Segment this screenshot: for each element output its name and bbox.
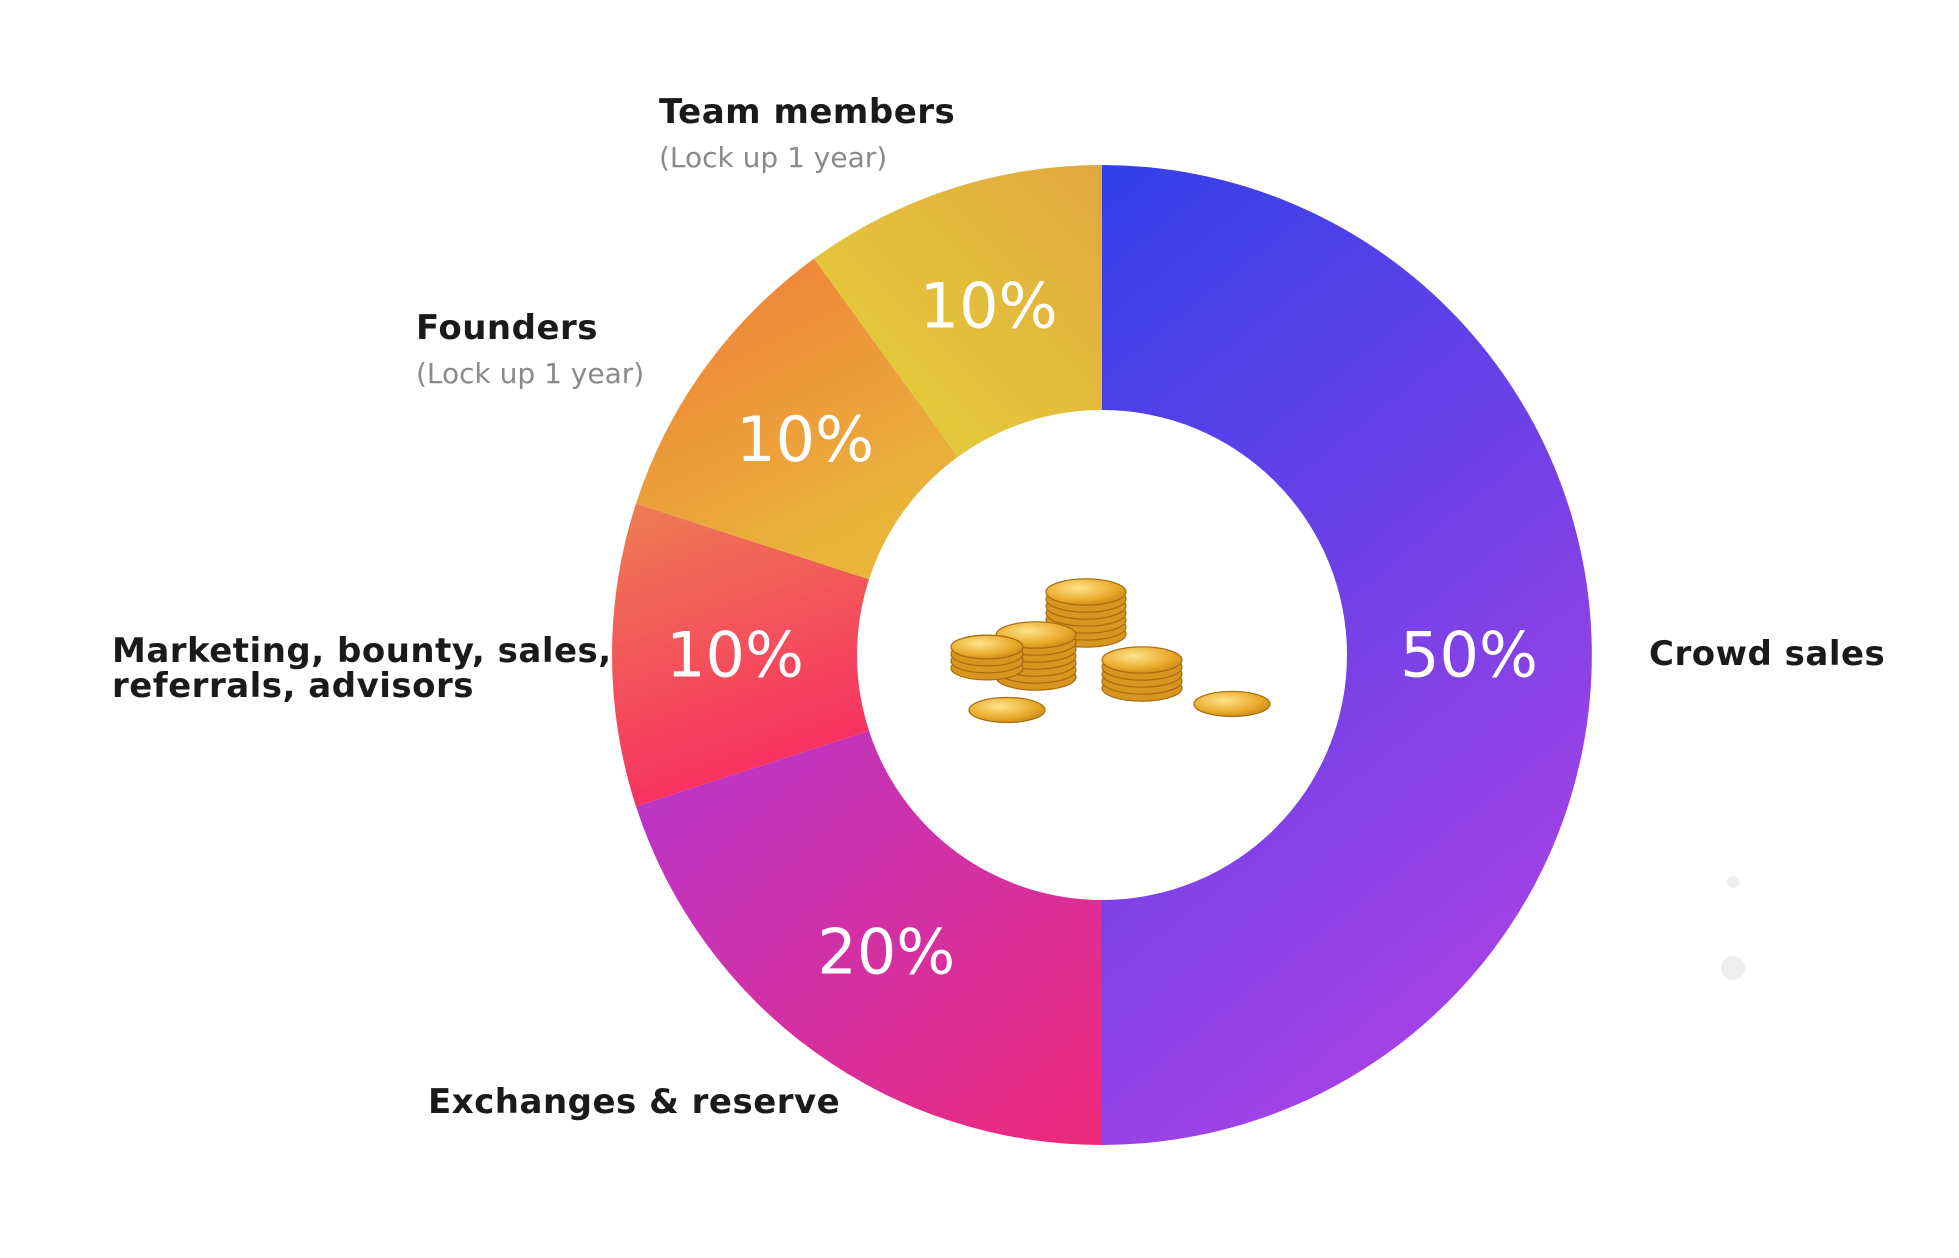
pct-label-crowd-sales: 50% — [1400, 619, 1538, 692]
coin-shape — [968, 696, 1046, 724]
decor-dot — [1721, 956, 1745, 980]
label-team-note: (Lock up 1 year) — [659, 141, 888, 174]
label-founders-note: (Lock up 1 year) — [416, 357, 645, 390]
slice-marketing — [612, 503, 869, 807]
coin-shape — [1045, 578, 1127, 606]
slice-crowd-sales — [1102, 165, 1592, 1145]
pct-label-team-members: 10% — [920, 269, 1058, 342]
pct-label-founders: 10% — [736, 403, 874, 476]
label-marketing-line2: referrals, advisors — [112, 666, 475, 706]
label-team-members: Team members — [659, 92, 956, 132]
label-exchanges-reserve: Exchanges & reserve — [428, 1082, 841, 1122]
coin-shape — [950, 634, 1024, 660]
pct-label-marketing: 10% — [666, 619, 804, 692]
slice-founders — [635, 258, 958, 580]
label-marketing-line1: Marketing, bounty, sales, — [112, 631, 612, 671]
label-founders: Founders — [416, 308, 599, 348]
coin-shape — [1101, 646, 1183, 674]
coins-stack-icon — [950, 578, 1271, 724]
coin-shape — [1193, 690, 1271, 718]
slice-team-members — [813, 165, 1102, 457]
pct-label-exchanges-reserve: 20% — [817, 915, 955, 988]
label-crowd-sales: Crowd sales — [1649, 634, 1886, 674]
slice-exchanges-reserve — [635, 730, 1102, 1145]
decor-dot — [1727, 876, 1739, 888]
